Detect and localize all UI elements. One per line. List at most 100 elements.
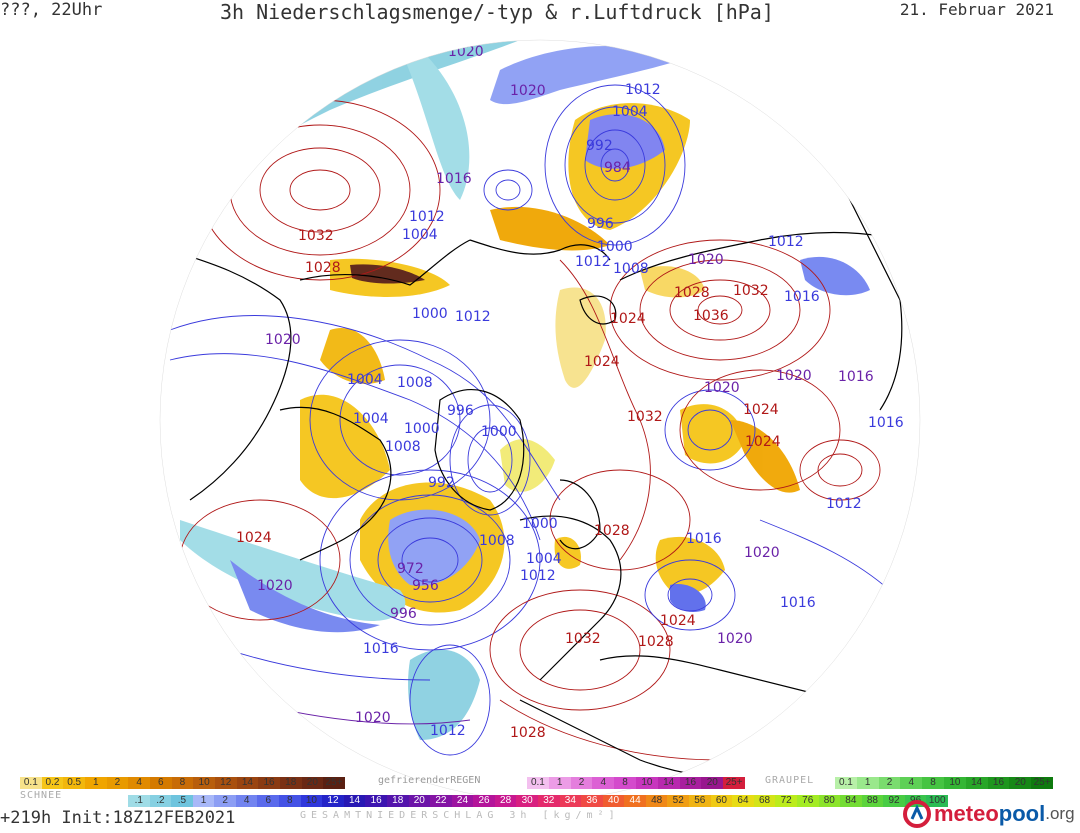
pressure-label: 1020 <box>744 545 780 561</box>
legend-gesamt-swatch: .2 <box>149 795 172 807</box>
legend-gesamt-swatch: 16 <box>365 795 387 807</box>
isobar-high-asia <box>817 453 863 487</box>
pressure-labels: 1020 1016 1020 1012 1004 992 984 1016 99… <box>236 44 904 741</box>
precip-spiral-siberia-core <box>585 114 665 169</box>
legend-gesamt-swatch: 32 <box>537 795 560 807</box>
legend-gesamt-swatch: 68 <box>753 795 776 807</box>
legend-graupel-swatch: 2 <box>878 777 901 789</box>
pressure-label: 1032 <box>565 631 601 647</box>
pressure-label: 1004 <box>402 227 438 243</box>
legend-graupel-scale: 0.1 1 2 4 8 10 14 16 20 25+ <box>835 777 1053 789</box>
pressure-label: 1024 <box>584 354 620 370</box>
legend-gesamt-swatch: 8 <box>279 795 301 807</box>
legend-graupel-swatch: 10 <box>943 777 966 789</box>
precip-bering <box>490 206 610 251</box>
pressure-label: 1016 <box>686 531 722 547</box>
pressure-label: 1024 <box>610 311 646 327</box>
pressure-label: 1008 <box>397 375 433 391</box>
legend-gesamt-swatch: 92 <box>883 795 905 807</box>
isobar-low-siberia <box>564 106 666 224</box>
coastline-greenland <box>434 389 525 511</box>
pressure-label: 1012 <box>625 82 661 98</box>
pressure-label: 992 <box>428 475 455 491</box>
legend-graupel-label: GRAUPEL <box>765 775 815 786</box>
pressure-label: 984 <box>604 160 631 176</box>
legend-gesamt-swatch: 36 <box>581 795 603 807</box>
coastline-chukotka <box>469 239 611 261</box>
legend-regen-swatch: 25+ <box>723 777 745 789</box>
pressure-label: 1020 <box>448 44 484 60</box>
legend-schnee-label: SCHNEE <box>20 790 63 801</box>
legend-gesamt-swatch: 24 <box>451 795 474 807</box>
legend-schnee-swatch: 18 <box>279 777 302 789</box>
legend-schnee-swatch: 8 <box>171 777 194 789</box>
precip-north-america <box>300 394 390 499</box>
precip-atlantic-tail <box>230 560 380 633</box>
pressure-label: 992 <box>586 138 613 154</box>
legend-schnee-swatch: 1 <box>84 777 107 789</box>
isobar-line <box>499 699 721 761</box>
pressure-label: 1012 <box>575 254 611 270</box>
init-time-label: +219h Init:18Z12FEB2021 <box>0 808 236 828</box>
pressure-label: 996 <box>447 403 474 419</box>
coastline-canada <box>279 406 392 561</box>
coastline-mediterranean <box>599 655 841 701</box>
isobar-low-siberia <box>584 129 646 201</box>
pressure-label: 1024 <box>743 402 779 418</box>
legend-schnee-swatch: 10 <box>193 777 215 789</box>
isobar-line <box>169 353 541 541</box>
legend-regen-swatch: 8 <box>614 777 636 789</box>
legend-gesamt-swatch: 80 <box>818 795 841 807</box>
pressure-label: 1020 <box>510 83 546 99</box>
legend-regen-swatch: 14 <box>657 777 680 789</box>
pressure-label: 1020 <box>265 332 301 348</box>
legend-gesamt-swatch: .1 <box>128 795 150 807</box>
isobar-high-russia <box>679 369 841 491</box>
pressure-label: 1020 <box>688 252 724 268</box>
isobar-low-black-sea <box>644 559 736 631</box>
legend-gesamt-swatch: 40 <box>602 795 625 807</box>
legend-schnee-swatch: 20 <box>301 777 324 789</box>
legend-regen-swatch: 4 <box>592 777 615 789</box>
legend-gesamt-swatch: .5 <box>171 795 193 807</box>
legend-graupel-swatch: 20 <box>1009 777 1032 789</box>
legend-schnee-swatch: 2 <box>106 777 129 789</box>
isobar-low-canada <box>339 364 461 476</box>
isobar-high-siberia <box>669 279 771 341</box>
legend-graupel-swatch: 4 <box>900 777 923 789</box>
isobar-line <box>559 259 651 561</box>
legend-gesamt-swatch: 10 <box>300 795 323 807</box>
meteopool-logo[interactable]: meteo pool .org <box>903 800 1075 828</box>
legend-regen-label: gefrierenderREGEN <box>378 775 481 786</box>
pressure-label: 956 <box>412 578 439 594</box>
pressure-label: 1016 <box>784 289 820 305</box>
legend-schnee-swatch: 14 <box>236 777 259 789</box>
precip-europe <box>655 536 725 594</box>
pressure-label: 1020 <box>257 578 293 594</box>
legend-regen-swatch: 16 <box>679 777 702 789</box>
legend-gesamt-swatch: 48 <box>645 795 668 807</box>
legend-gesamt-label: GESAMTNIEDERSCHLAG 3h [kg/m²] <box>300 810 620 821</box>
pressure-label: 1004 <box>353 411 389 427</box>
legend-gesamt-swatch: 12 <box>322 795 344 807</box>
forecast-time-label: ???, 22Uhr <box>0 0 103 20</box>
precip-arc-north <box>490 46 680 105</box>
precip-band-pacific-east <box>405 40 470 200</box>
pressure-label: 1028 <box>594 523 630 539</box>
pressure-label: 1024 <box>745 434 781 450</box>
pressure-label: 1012 <box>455 309 491 325</box>
legend-graupel-swatch: 14 <box>965 777 988 789</box>
pressure-label: 1024 <box>236 530 272 546</box>
pressure-label: 1004 <box>612 104 648 120</box>
isobar-high-atlantic-south <box>519 609 641 691</box>
legend-gesamt-swatch: 100 <box>926 795 948 807</box>
pressure-label: 1016 <box>688 51 724 67</box>
isobar-low-russia <box>687 409 733 451</box>
legend-regen-scale: 0.1 1 2 4 8 10 14 16 20 25+ <box>527 777 745 789</box>
precip-siberia-north <box>640 266 705 298</box>
legend-regen-swatch: 2 <box>570 777 593 789</box>
legend-gesamt-swatch: 84 <box>840 795 862 807</box>
legend-schnee-swatch: 4 <box>128 777 150 789</box>
isobar-low-black-sea <box>667 578 713 612</box>
legend-gesamt-swatch: 22 <box>430 795 452 807</box>
